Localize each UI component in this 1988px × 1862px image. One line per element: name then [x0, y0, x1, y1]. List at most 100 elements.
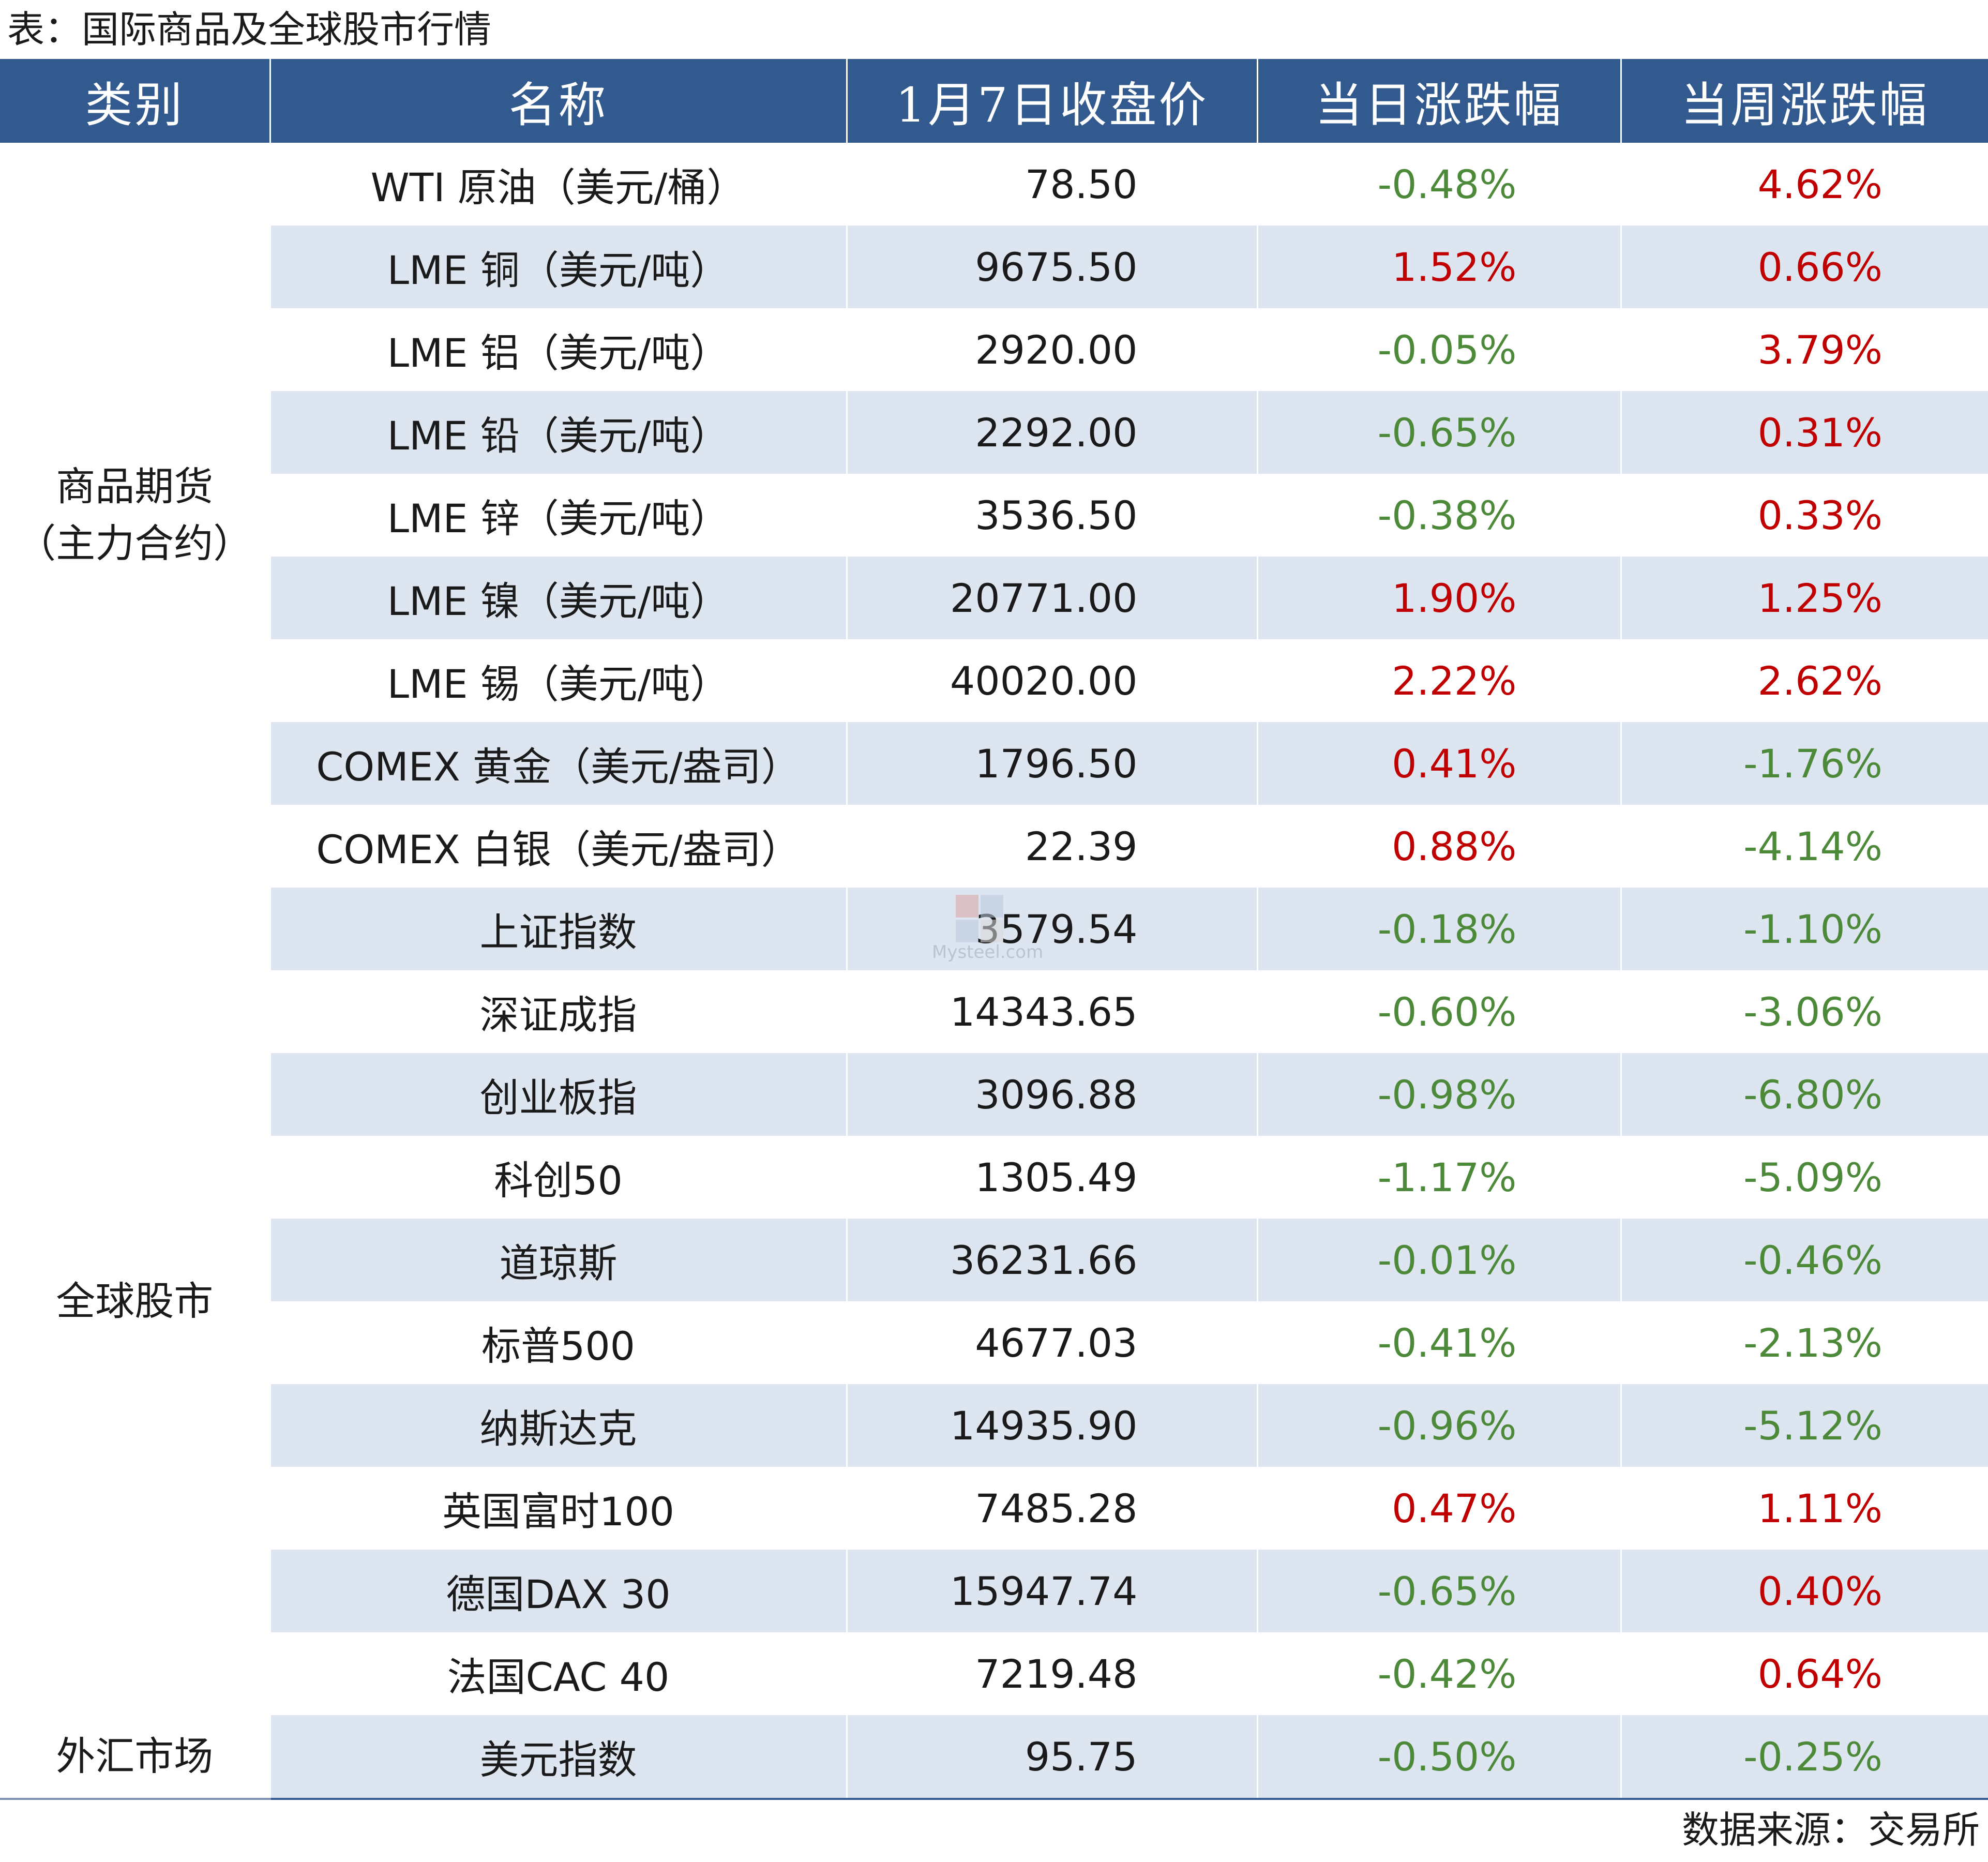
watermark-brand: Mysteel.com — [932, 942, 1043, 963]
close-price-cell: 1796.50 — [847, 722, 1258, 805]
table-row: LME 铅（美元/吨） 2292.00 -0.65% 0.31% — [0, 391, 1988, 474]
weekly-change-cell: -1.76% — [1621, 722, 1988, 805]
header-row: 类别 名称 1月7日收盘价 当日涨跌幅 当周涨跌幅 — [0, 59, 1988, 143]
close-price-cell: 7485.28 — [847, 1467, 1258, 1550]
header-daily-change: 当日涨跌幅 — [1256, 59, 1622, 143]
name-cell: 美元指数 — [270, 1715, 848, 1800]
close-price-cell: 78.50 — [847, 143, 1258, 226]
daily-change-cell: 1.52% — [1257, 226, 1622, 308]
close-price-cell: 15947.74 — [847, 1550, 1258, 1632]
name-cell: 纳斯达克 — [270, 1384, 848, 1467]
daily-change-cell: 1.90% — [1257, 557, 1622, 639]
close-price-cell: 2920.00 — [847, 308, 1258, 391]
weekly-change-cell: 4.62% — [1621, 143, 1988, 226]
weekly-change-cell: 0.33% — [1621, 474, 1988, 557]
header-close-price: 1月7日收盘价 — [846, 59, 1258, 143]
daily-change-cell: -0.98% — [1257, 1053, 1622, 1136]
close-price-cell: 2292.00 — [847, 391, 1258, 474]
name-cell: COMEX 黄金（美元/盎司） — [270, 722, 848, 805]
daily-change-cell: 0.47% — [1257, 1467, 1622, 1550]
table-row: 法国CAC 40 7219.48 -0.42% 0.64% — [0, 1632, 1988, 1715]
market-table: 类别 名称 1月7日收盘价 当日涨跌幅 当周涨跌幅 商品期货 （主力合约） WTI… — [0, 59, 1988, 1800]
mysteel-watermark-icon: Mysteel.com — [932, 895, 1043, 963]
name-cell: COMEX 白银（美元/盎司） — [270, 805, 848, 888]
weekly-change-cell: -5.09% — [1621, 1136, 1988, 1219]
table-row: 德国DAX 30 15947.74 -0.65% 0.40% — [0, 1550, 1988, 1632]
weekly-change-cell: 0.66% — [1621, 226, 1988, 308]
close-price-cell: 3096.88 — [847, 1053, 1258, 1136]
category-cell: 商品期货 （主力合约） — [0, 143, 271, 888]
weekly-change-cell: -1.10% — [1621, 888, 1988, 970]
weekly-change-cell: 1.25% — [1621, 557, 1988, 639]
close-price-cell: 4677.03 — [847, 1301, 1258, 1384]
close-price-cell: 1305.49 — [847, 1136, 1258, 1219]
name-cell: WTI 原油（美元/桶） — [270, 143, 848, 226]
close-price-cell: 20771.00 — [847, 557, 1258, 639]
weekly-change-cell: -0.46% — [1621, 1219, 1988, 1301]
close-price-cell: 36231.66 — [847, 1219, 1258, 1301]
table-row: 全球股市 上证指数 3579.54 -0.18% -1.10% — [0, 888, 1988, 1715]
name-cell: 法国CAC 40 — [270, 1632, 848, 1715]
weekly-change-cell: 1.11% — [1621, 1467, 1988, 1550]
table-row: COMEX 白银（美元/盎司） 22.39 0.88% -4.14% — [0, 805, 1988, 888]
close-price-cell: 14935.90 — [847, 1384, 1258, 1467]
close-price-cell: 14343.65 — [847, 970, 1258, 1053]
table-title: 表：国际商品及全球股市行情 — [7, 8, 492, 51]
table-row: COMEX 黄金（美元/盎司） 1796.50 0.41% -1.76% — [0, 722, 1988, 805]
table-row: 纳斯达克 14935.90 -0.96% -5.12% — [0, 1384, 1988, 1467]
daily-change-cell: 0.88% — [1257, 805, 1622, 888]
close-price-cell: 40020.00 — [847, 639, 1258, 722]
daily-change-cell: 0.41% — [1257, 722, 1622, 805]
daily-change-cell: -0.65% — [1257, 1550, 1622, 1632]
weekly-change-cell: -5.12% — [1621, 1384, 1988, 1467]
daily-change-cell: -0.38% — [1257, 474, 1622, 557]
daily-change-cell: -0.41% — [1257, 1301, 1622, 1384]
daily-change-cell: -0.48% — [1257, 143, 1622, 226]
daily-change-cell: -0.65% — [1257, 391, 1622, 474]
name-cell: 上证指数 — [270, 888, 848, 970]
weekly-change-cell: 0.64% — [1621, 1632, 1988, 1715]
table-row: LME 锡（美元/吨） 40020.00 2.22% 2.62% — [0, 639, 1988, 722]
header-category: 类别 — [0, 59, 271, 143]
table-row: LME 铜（美元/吨） 9675.50 1.52% 0.66% — [0, 226, 1988, 308]
table-row: LME 铝（美元/吨） 2920.00 -0.05% 3.79% — [0, 308, 1988, 391]
name-cell: 深证成指 — [270, 970, 848, 1053]
name-cell: LME 铅（美元/吨） — [270, 391, 848, 474]
close-price-cell: 22.39 — [847, 805, 1258, 888]
daily-change-cell: -0.60% — [1257, 970, 1622, 1053]
close-price-cell: 95.75 — [847, 1715, 1258, 1800]
data-source: 数据来源：交易所 — [1681, 1808, 1980, 1852]
header-name: 名称 — [269, 59, 848, 143]
name-cell: LME 铝（美元/吨） — [270, 308, 848, 391]
table-row: 道琼斯 36231.66 -0.01% -0.46% — [0, 1219, 1988, 1301]
name-cell: LME 锡（美元/吨） — [270, 639, 848, 722]
name-cell: LME 铜（美元/吨） — [270, 226, 848, 308]
table-row: 深证成指 14343.65 -0.60% -3.06% — [0, 970, 1988, 1053]
close-price-cell: 3579.54 — [847, 888, 1258, 970]
table-row: 外汇市场 美元指数 95.75 -0.50% -0.25% — [0, 1715, 1988, 1800]
name-cell: 标普500 — [270, 1301, 848, 1384]
weekly-change-cell: -2.13% — [1621, 1301, 1988, 1384]
daily-change-cell: -0.01% — [1257, 1219, 1622, 1301]
weekly-change-cell: -6.80% — [1621, 1053, 1988, 1136]
weekly-change-cell: 0.31% — [1621, 391, 1988, 474]
header-weekly-change: 当周涨跌幅 — [1620, 59, 1988, 143]
table-row: LME 镍（美元/吨） 20771.00 1.90% 1.25% — [0, 557, 1988, 639]
table-row: 商品期货 （主力合约） WTI 原油（美元/桶） 78.50 -0.48% 4.62% — [0, 143, 1988, 888]
daily-change-cell: -1.17% — [1257, 1136, 1622, 1219]
category-cell: 全球股市 — [0, 888, 271, 1715]
table-row: 英国富时100 7485.28 0.47% 1.11% — [0, 1467, 1988, 1550]
name-cell: 创业板指 — [270, 1053, 848, 1136]
weekly-change-cell: -0.25% — [1621, 1715, 1988, 1800]
name-cell: LME 锌（美元/吨） — [270, 474, 848, 557]
weekly-change-cell: -3.06% — [1621, 970, 1988, 1053]
daily-change-cell: 2.22% — [1257, 639, 1622, 722]
close-price-cell: 3536.50 — [847, 474, 1258, 557]
table-row: 创业板指 3096.88 -0.98% -6.80% — [0, 1053, 1988, 1136]
table-row: 科创50 1305.49 -1.17% -5.09% — [0, 1136, 1988, 1219]
weekly-change-cell: 2.62% — [1621, 639, 1988, 722]
name-cell: 德国DAX 30 — [270, 1550, 848, 1632]
name-cell: 英国富时100 — [270, 1467, 848, 1550]
name-cell: LME 镍（美元/吨） — [270, 557, 848, 639]
name-cell: 道琼斯 — [270, 1219, 848, 1301]
